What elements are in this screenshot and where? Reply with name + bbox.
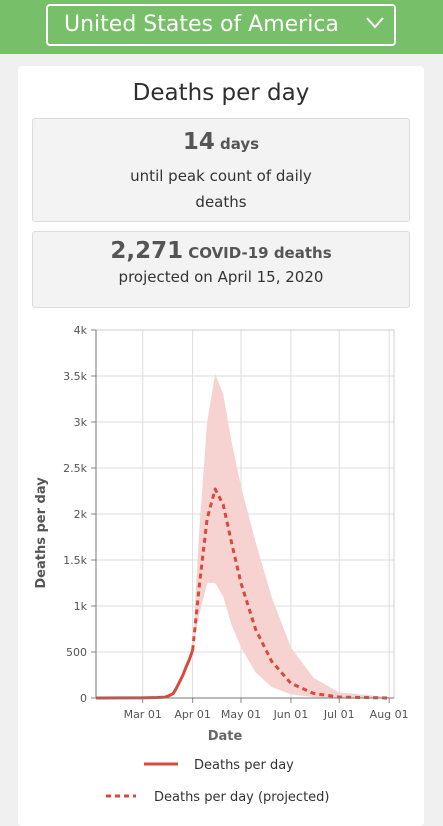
x-tick-label: May 01: [221, 708, 261, 721]
y-tick-label: 3.5k: [63, 370, 87, 383]
y-tick-label: 500: [66, 646, 87, 659]
deaths-text: projected on April 15, 2020: [118, 268, 324, 286]
y-tick-label: 2k: [74, 508, 88, 521]
legend-label: Deaths per day (projected): [154, 790, 330, 805]
x-tick-label: Mar 01: [124, 708, 162, 721]
uncertainty-band: [192, 374, 390, 698]
x-axis-label: Date: [208, 729, 243, 744]
panel-title: Deaths per day: [132, 80, 310, 106]
y-tick-label: 1.5k: [63, 554, 87, 567]
uncertainty-band-group: [192, 374, 390, 698]
deaths-panel: Deaths per day 14 days until peak count …: [18, 66, 424, 826]
x-tick-label: Jun 01: [273, 708, 309, 721]
peak-stat-box: 14 days until peak count of daily deaths: [32, 118, 410, 222]
x-tick-label: Jul 01: [323, 708, 355, 721]
country-select[interactable]: United States of America: [46, 4, 396, 46]
y-tick-label: 1k: [74, 600, 88, 613]
x-tick-label: Apr 01: [174, 708, 211, 721]
deaths-unit: COVID-19 deaths: [188, 244, 332, 262]
chart-legend: Deaths per day Deaths per day (projected): [106, 758, 330, 805]
country-select-value: United States of America: [64, 12, 339, 37]
header-bar: United States of America: [0, 0, 443, 54]
x-tick-label: Aug 01: [370, 708, 409, 721]
y-tick-label: 3k: [74, 416, 88, 429]
chart-axes: 0 500 1k 1.5k 2k 2.5k 3k 3.5k 4k Mar 01 Apr 01 May …: [63, 324, 409, 721]
deaths-value: 2,271: [110, 238, 184, 264]
y-axis-label: Deaths per day: [34, 477, 49, 589]
peak-days-text: until peak count of daily deaths: [130, 167, 312, 211]
deaths-chart: 0 500 1k 1.5k 2k 2.5k 3k 3.5k 4k Mar 01 Apr 01 May …: [34, 324, 409, 805]
chevron-down-icon: [366, 17, 384, 29]
y-tick-label: 0: [80, 692, 87, 705]
projected-deaths-line: [191, 487, 390, 700]
peak-days-value: 14: [182, 129, 215, 155]
y-tick-label: 4k: [74, 324, 88, 337]
peak-days-unit: days: [220, 135, 260, 153]
deaths-stat-box: 2,271 COVID-19 deaths projected on April…: [32, 231, 410, 308]
y-tick-label: 2.5k: [63, 462, 87, 475]
legend-label: Deaths per day: [194, 758, 294, 773]
deaths-line: [95, 649, 195, 700]
